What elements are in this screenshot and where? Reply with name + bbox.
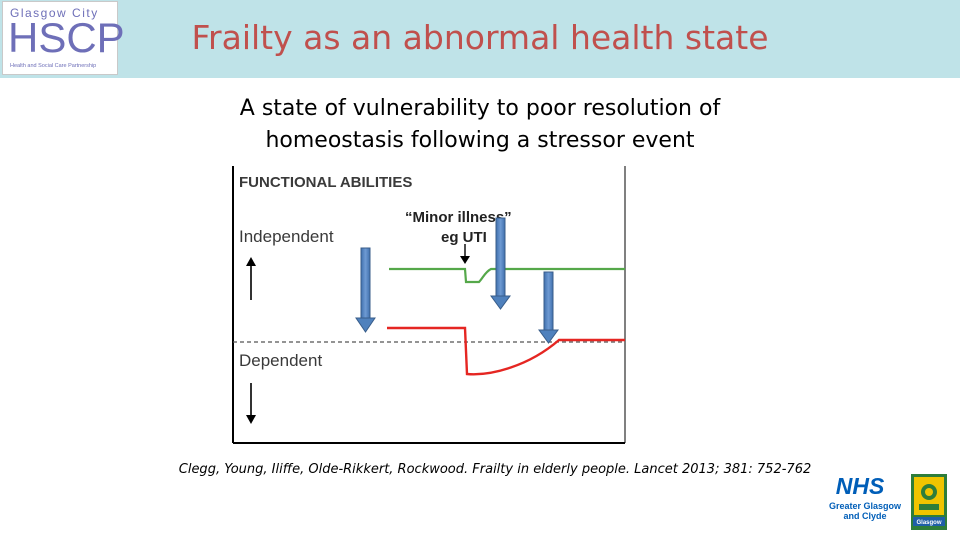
nhs-subtitle-line-2: and Clyde: [843, 511, 887, 521]
subtitle-line-1: A state of vulnerability to poor resolut…: [239, 96, 721, 121]
annotation-pointer-icon: [460, 256, 470, 264]
crest-label: Glasgow: [916, 520, 941, 526]
stressor-arrow-left: [355, 247, 376, 333]
label-dependent: Dependent: [239, 351, 322, 370]
logo-city-text: Glasgow City: [10, 6, 99, 20]
glasgow-crest-logo: Glasgow: [911, 474, 947, 530]
nhs-logo: NHS Greater Glasgow and Clyde: [820, 474, 910, 530]
nhs-subtitle: Greater Glasgow and Clyde: [820, 501, 910, 521]
up-arrow-icon: [246, 257, 256, 266]
slide-subtitle: A state of vulnerability to poor resolut…: [180, 93, 780, 157]
header-band: [0, 0, 960, 78]
diagram-heading: FUNCTIONAL ABILITIES: [239, 174, 412, 191]
stressor-arrow-middle: [490, 217, 511, 310]
citation: Clegg, Young, Iliffe, Olde-Rikkert, Rock…: [178, 462, 812, 477]
subtitle-line-2: homeostasis following a stressor event: [265, 128, 695, 153]
down-arrow-icon: [246, 415, 256, 424]
stressor-arrow-right: [538, 271, 559, 344]
logo-partnership-text: Health and Social Care Partnership: [10, 63, 97, 69]
glasgow-hscp-logo: Glasgow City HSCP Health and Social Care…: [2, 1, 125, 75]
label-independent: Independent: [239, 227, 334, 246]
slide-title: Frailty as an abnormal health state: [191, 18, 769, 57]
annotation-minor-illness: “Minor illness”: [405, 209, 512, 226]
frail-person-line: [387, 326, 625, 376]
frailty-diagram: FUNCTIONAL ABILITIES Independent Depende…: [232, 166, 626, 444]
logo-hscp-text: HSCP: [8, 14, 125, 61]
nhs-subtitle-line-1: Greater Glasgow: [828, 501, 902, 511]
fit-person-line: [389, 267, 625, 284]
nhs-badge: NHS: [835, 473, 885, 499]
annotation-eg-uti: eg UTI: [441, 229, 487, 246]
